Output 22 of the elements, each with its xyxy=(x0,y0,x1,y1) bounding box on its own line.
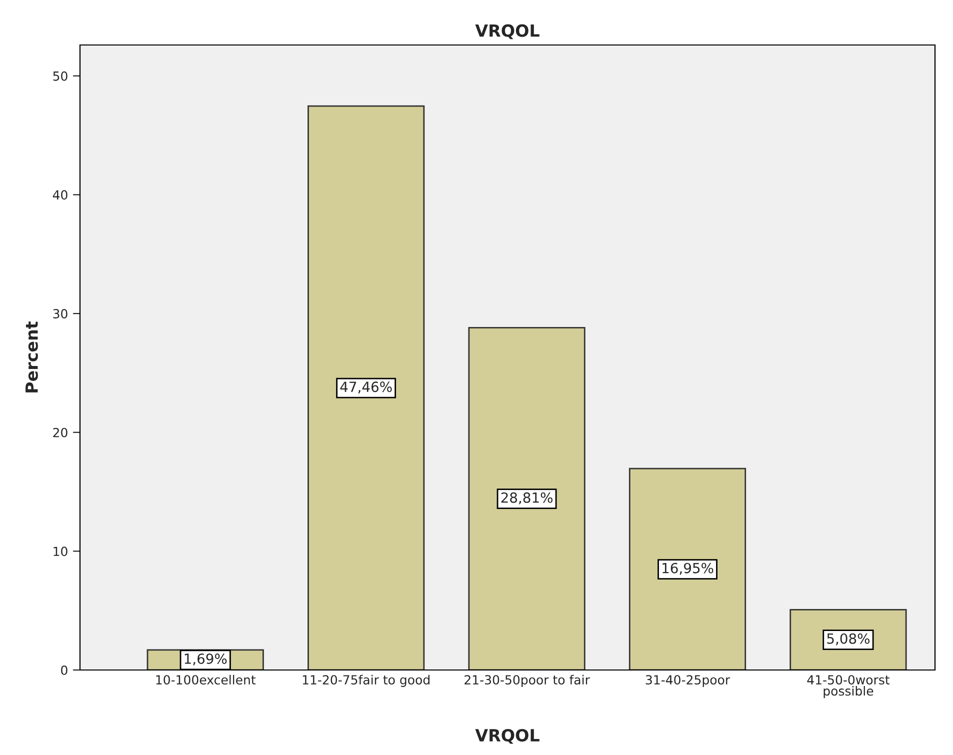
y-tick-label: 20 xyxy=(53,428,68,438)
x-tick-label: 10-100excellent xyxy=(156,674,256,685)
x-tick-label: 41-50-0worst possible xyxy=(807,675,890,698)
x-tick-label: 31-40-25poor xyxy=(646,675,730,687)
chart-title: VRQOL xyxy=(475,24,540,40)
y-axis-title: Percent xyxy=(26,322,38,392)
data-label: 1,69% xyxy=(184,653,227,666)
y-tick-label: 40 xyxy=(52,190,68,200)
x-axis-title: VRQOL xyxy=(475,728,540,744)
data-label: 5,08% xyxy=(827,633,870,646)
data-label: 47,46% xyxy=(340,382,392,394)
bar xyxy=(468,326,586,670)
data-label: 28,81% xyxy=(501,492,552,504)
y-tick-label: 0 xyxy=(61,665,68,675)
bar xyxy=(308,105,425,670)
bar xyxy=(628,468,746,670)
x-tick-label: 21-30-50poor to fair xyxy=(464,674,590,687)
data-label: 16,95% xyxy=(662,562,714,575)
x-tick-label: 11-20-75fair to good xyxy=(302,674,430,687)
y-tick-label: 10 xyxy=(54,546,68,556)
y-tick-label: 30 xyxy=(53,309,68,318)
y-tick-label: 50 xyxy=(53,71,68,81)
